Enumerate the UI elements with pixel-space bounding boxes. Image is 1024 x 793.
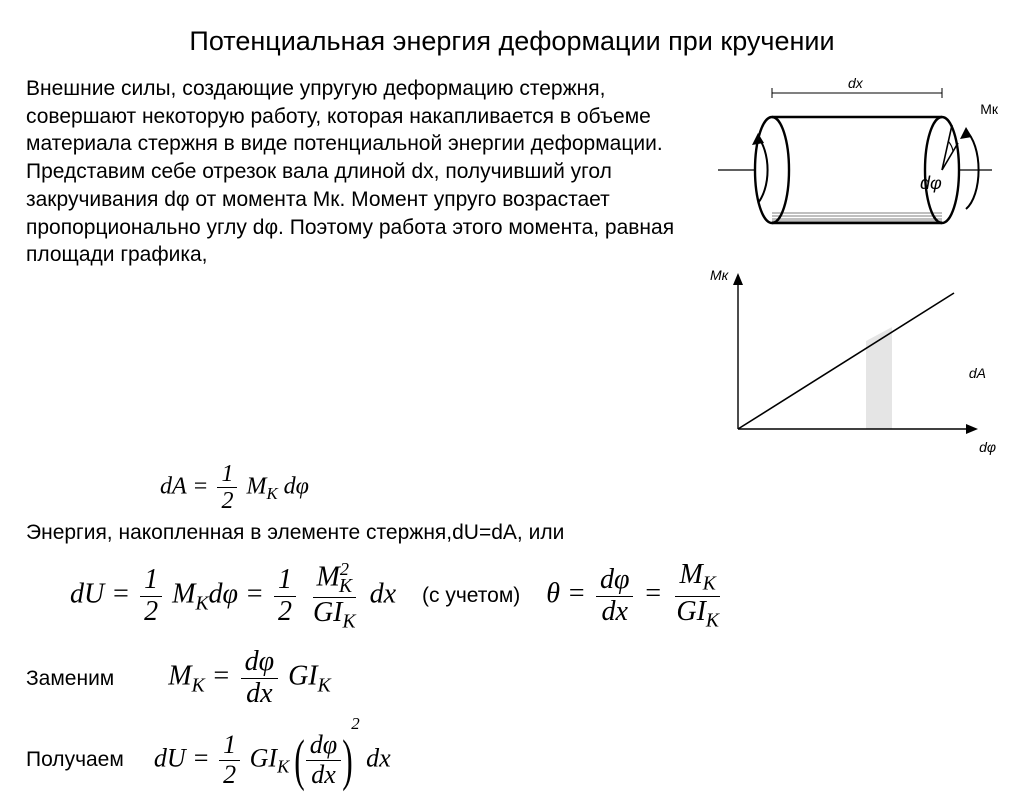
- page-title: Потенциальная энергия деформации при кру…: [0, 0, 1024, 69]
- dpd3: dx: [242, 679, 276, 710]
- eq-Msub: K: [266, 484, 277, 503]
- mks3: K: [192, 676, 205, 697]
- equation-row-obtain: Получаем dU = 1 2 GIK ( dφ dx )2 dx: [0, 710, 1024, 793]
- dpn3: dφ: [241, 647, 279, 679]
- gi3: GI: [288, 661, 318, 692]
- gisub: K: [343, 612, 356, 633]
- gis3: K: [318, 676, 331, 697]
- th: θ: [546, 579, 560, 610]
- eq-sign: =: [192, 473, 214, 499]
- eq-dphi: dφ: [284, 473, 309, 499]
- mknum: M: [317, 561, 340, 592]
- dphi-label: dφ: [920, 173, 942, 194]
- frac-half: 1 2: [217, 461, 237, 515]
- gi2: GI: [676, 596, 706, 627]
- equation-theta: θ = dφ dx = MK GIK: [546, 560, 726, 631]
- equation-Mk: MK = dφ dx GIK: [168, 647, 330, 710]
- d2b: 2: [274, 597, 296, 628]
- dpd4: dx: [307, 761, 340, 790]
- du4: dU: [154, 743, 186, 772]
- eq-dU: dU: [70, 579, 104, 610]
- eq-dA-lhs: dA: [160, 473, 186, 499]
- dx1: dx: [370, 579, 396, 610]
- eq-dp2: dφ: [209, 579, 239, 610]
- equation-dU: dU = 1 2 MKdφ = 1 2 M2K GIK dx: [70, 559, 396, 634]
- mks2: K: [703, 574, 716, 595]
- mid-text: Энергия, накопленная в элементе стержня,…: [0, 521, 1024, 545]
- equation-row-dU: dU = 1 2 MKdφ = 1 2 M2K GIK dx (с учетом…: [0, 545, 1024, 634]
- dx-label: dx: [848, 75, 863, 91]
- cylinder-diagram: dx Mк dφ: [700, 75, 1000, 265]
- moment-angle-graph: Mк dA dφ: [700, 269, 1000, 459]
- n14: 1: [219, 731, 240, 761]
- den-2: 2: [217, 488, 237, 514]
- graph-svg: [716, 269, 986, 449]
- dpn: dφ: [596, 565, 634, 597]
- mkn2: M: [679, 559, 702, 590]
- dpn4: dφ: [306, 731, 341, 761]
- main-paragraph: Внешние силы, создающие упругую деформац…: [26, 75, 700, 459]
- dx4: dx: [366, 743, 391, 772]
- gis2: K: [706, 610, 719, 631]
- account-label: (с учетом): [422, 584, 520, 608]
- content-row: Внешние силы, создающие упругую деформац…: [0, 69, 1024, 459]
- cylinder-svg: [700, 75, 1000, 265]
- equation-dA: dA = 1 2 MK dφ: [160, 461, 1024, 515]
- d2: 2: [140, 597, 162, 628]
- eq-M2: M: [172, 579, 195, 610]
- d24: 2: [219, 761, 240, 790]
- mksub: K: [339, 576, 352, 597]
- replace-label: Заменим: [26, 667, 114, 691]
- mk3: M: [168, 661, 191, 692]
- gi: GI: [313, 597, 343, 628]
- dpd: dx: [597, 597, 631, 628]
- equation-row-replace: Заменим MK = dφ dx GIK: [0, 633, 1024, 710]
- eq-Ms2: K: [195, 593, 208, 614]
- eq-M: M: [246, 473, 266, 499]
- mk-label: Mк: [980, 101, 998, 117]
- n1b: 1: [274, 565, 296, 597]
- gi4: GI: [250, 743, 277, 772]
- obtain-label: Получаем: [26, 748, 124, 772]
- figure-column: dx Mк dφ: [700, 75, 1000, 459]
- equation-final: dU = 1 2 GIK ( dφ dx )2 dx: [154, 728, 391, 793]
- num-1: 1: [217, 461, 237, 488]
- n1: 1: [140, 565, 162, 597]
